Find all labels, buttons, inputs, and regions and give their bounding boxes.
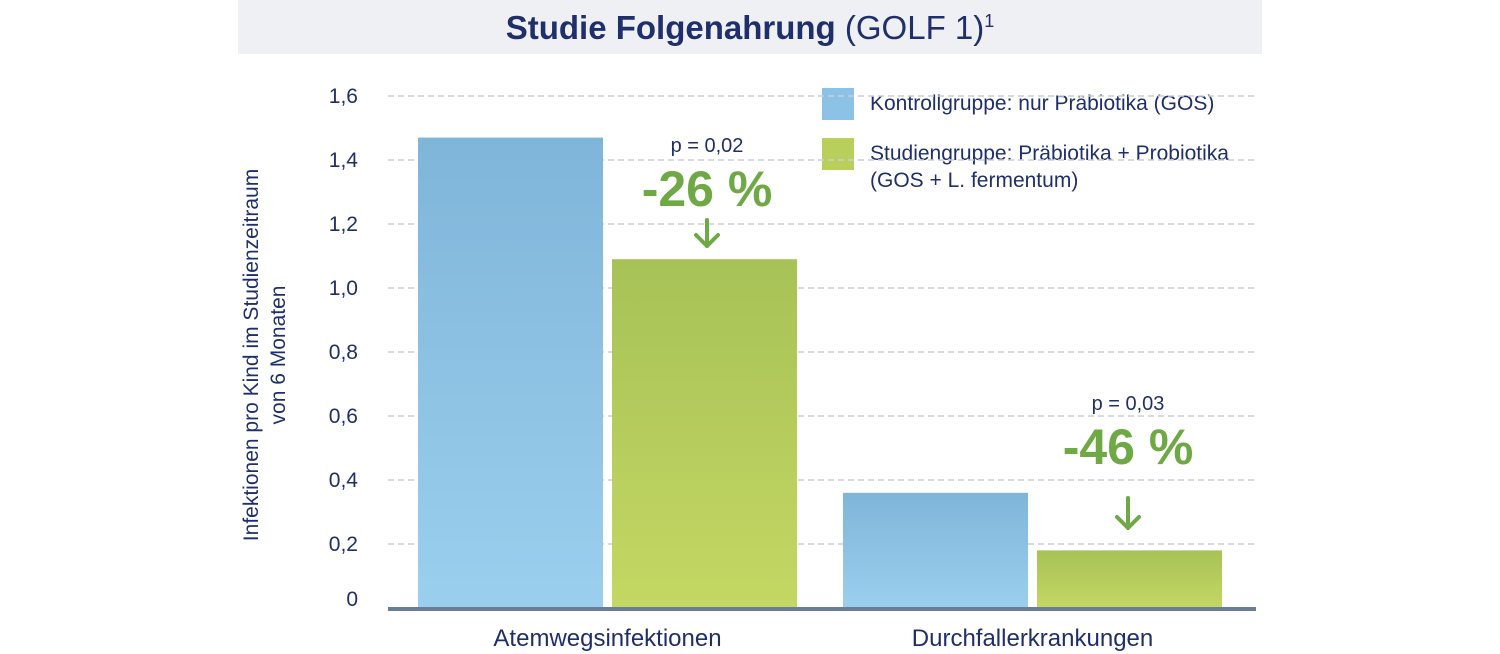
y-tick-label: 0,2 (329, 533, 358, 556)
legend-label-control-line1: Kontrollgruppe: nur Präbiotika (GOS) (870, 92, 1215, 115)
y-tick-label: 0,8 (329, 341, 358, 364)
legend-swatch-control (822, 88, 854, 120)
percent-change-label: -46 % (1063, 419, 1194, 475)
title-suffix: (GOLF 1) (844, 9, 985, 46)
bar-control-1 (418, 137, 603, 608)
title-footnote: 1 (984, 11, 995, 31)
bar-control-2 (843, 492, 1028, 608)
p-value-label: p = 0,03 (1092, 393, 1165, 415)
y-tick-label: 1,0 (329, 277, 358, 300)
y-tick-label: 1,6 (329, 85, 358, 108)
legend-swatch-study (822, 138, 854, 170)
y-tick-label: 1,2 (329, 213, 358, 236)
p-value-label: p = 0,02 (671, 135, 744, 157)
y-tick-label: 1,4 (329, 149, 359, 172)
percent-change-label: -26 % (642, 161, 773, 217)
bar-study-1 (612, 259, 797, 608)
legend-label-control: Kontrollgruppe: nur Präbiotika (GOS) (870, 90, 1214, 117)
legend-label-study-line2: (GOS + L. fermentum) (870, 169, 1079, 192)
down-arrow-icon (694, 218, 720, 248)
chart-title: Studie Folgenahrung (GOLF 1)1 (238, 9, 1262, 47)
y-tick-label: 0 (346, 588, 358, 611)
down-arrow-icon (1115, 496, 1141, 530)
category-label: Atemwegsinfektionen (493, 625, 721, 652)
y-tick-label: 0,6 (329, 405, 358, 428)
category-label: Durchfallerkrankungen (912, 625, 1153, 652)
bar-study-2 (1037, 550, 1222, 608)
title-bar: Studie Folgenahrung (GOLF 1)1 (238, 0, 1262, 54)
title-main: Studie Folgenahrung (505, 9, 836, 46)
y-tick-label: 0,4 (329, 469, 359, 492)
